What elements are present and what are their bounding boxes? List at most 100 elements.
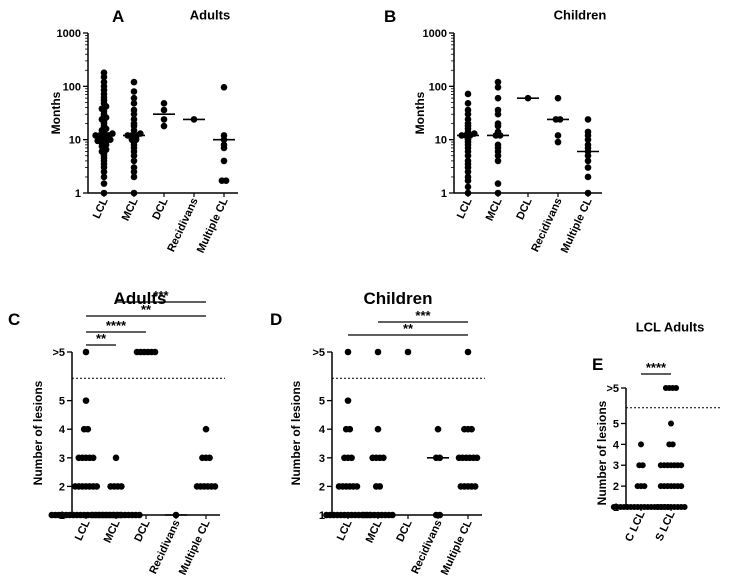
y-axis-label: Months xyxy=(413,91,427,134)
data-point xyxy=(380,454,387,462)
data-point xyxy=(160,106,168,114)
x-tick-label: MCL xyxy=(364,518,385,545)
data-point xyxy=(641,483,648,490)
x-tick-label: C LCL xyxy=(623,509,648,544)
data-point xyxy=(554,94,562,102)
panel-letter-c: C xyxy=(8,310,20,329)
panel-letter-d: D xyxy=(270,310,282,329)
data-point xyxy=(130,189,138,197)
data-point xyxy=(639,462,646,469)
data-point xyxy=(222,177,230,185)
data-point xyxy=(130,100,138,107)
data-point xyxy=(669,441,676,448)
y-tick-label: 1000 xyxy=(57,28,81,40)
y-tick-label: 2 xyxy=(59,481,65,493)
y-tick-label: 10 xyxy=(435,135,447,147)
y-axis-label: Number of lesions xyxy=(31,380,45,485)
y-tick-label: 3 xyxy=(319,453,325,465)
data-point xyxy=(160,122,168,130)
data-point xyxy=(93,483,101,490)
significance-label: ** xyxy=(141,302,152,317)
data-point xyxy=(130,106,138,114)
panel-letter-b: B xyxy=(384,7,396,26)
data-point xyxy=(353,483,361,490)
data-point xyxy=(100,78,108,86)
x-tick-label: LCL xyxy=(91,196,111,221)
data-point xyxy=(584,189,592,197)
data-point xyxy=(202,425,210,433)
data-point xyxy=(434,425,442,433)
data-point xyxy=(118,483,125,490)
data-point xyxy=(673,385,680,391)
data-point xyxy=(584,164,592,171)
y-tick-label: 5 xyxy=(59,396,65,408)
data-point xyxy=(82,348,90,356)
significance-label: ** xyxy=(403,321,414,336)
data-point xyxy=(89,454,97,462)
data-point xyxy=(100,180,108,187)
data-point xyxy=(678,462,685,469)
data-point xyxy=(464,116,472,123)
panel-letter-e: E xyxy=(592,355,603,374)
significance-label: *** xyxy=(415,308,431,323)
significance-label: **** xyxy=(106,318,127,333)
data-point xyxy=(464,90,472,98)
y-tick-label: 4 xyxy=(613,439,620,451)
x-tick-label: Multiple CL xyxy=(559,196,595,255)
significance-label: ** xyxy=(96,331,107,346)
data-point xyxy=(464,189,472,197)
y-tick-label: 5 xyxy=(319,396,325,408)
data-point xyxy=(494,83,502,91)
panel-title: Adults xyxy=(114,289,167,308)
panel-letter-a: A xyxy=(112,7,124,26)
data-point xyxy=(220,141,228,149)
data-point xyxy=(374,425,382,433)
panel-d: D Children Number of lesions 1 2 3 4 5 >5 LCL MCL D… xyxy=(270,289,485,577)
data-point xyxy=(160,100,168,107)
data-point xyxy=(681,504,688,510)
x-tick-label: LCL xyxy=(73,518,93,543)
data-point xyxy=(584,173,592,181)
data-point xyxy=(468,425,475,433)
data-point xyxy=(100,173,108,181)
data-point xyxy=(494,189,502,197)
panel-title: Adults xyxy=(190,8,230,23)
data-point xyxy=(584,157,592,165)
x-tick-label: LCL xyxy=(335,518,355,543)
data-point xyxy=(130,88,138,95)
significance-label: *** xyxy=(153,288,169,303)
x-tick-label: Recidivans xyxy=(409,518,444,576)
data-point xyxy=(130,164,138,171)
y-tick-label: 4 xyxy=(59,424,66,436)
y-tick-label: 2 xyxy=(319,481,325,493)
y-tick-label: 1 xyxy=(75,188,81,200)
panel-title: LCL Adults xyxy=(636,320,705,335)
x-tick-label: DCL xyxy=(132,518,153,544)
x-tick-label: MCL xyxy=(120,196,141,223)
y-tick-label: 3 xyxy=(59,453,65,465)
data-point xyxy=(584,116,592,123)
data-point xyxy=(84,425,92,433)
data-point xyxy=(112,454,120,462)
x-tick-label: LCL xyxy=(455,196,475,221)
x-tick-label: Recidivans xyxy=(147,518,182,576)
data-point xyxy=(464,348,472,356)
data-point xyxy=(100,189,108,197)
panel-title: Children xyxy=(554,8,607,23)
data-point xyxy=(471,483,479,490)
x-tick-label: S LCL xyxy=(653,509,677,543)
y-axis-label: Number of lesions xyxy=(595,400,609,505)
data-point xyxy=(346,425,354,433)
x-tick-label: MCL xyxy=(102,518,123,545)
data-point xyxy=(130,157,138,165)
x-tick-label: Multiple CL xyxy=(439,518,475,577)
data-point xyxy=(668,420,674,427)
data-point xyxy=(584,128,592,136)
y-tick-label: 10 xyxy=(69,135,81,147)
y-tick-label: 1000 xyxy=(423,28,447,40)
x-tick-label: DCL xyxy=(394,518,415,544)
data-point xyxy=(220,157,228,165)
data-point xyxy=(494,106,502,114)
